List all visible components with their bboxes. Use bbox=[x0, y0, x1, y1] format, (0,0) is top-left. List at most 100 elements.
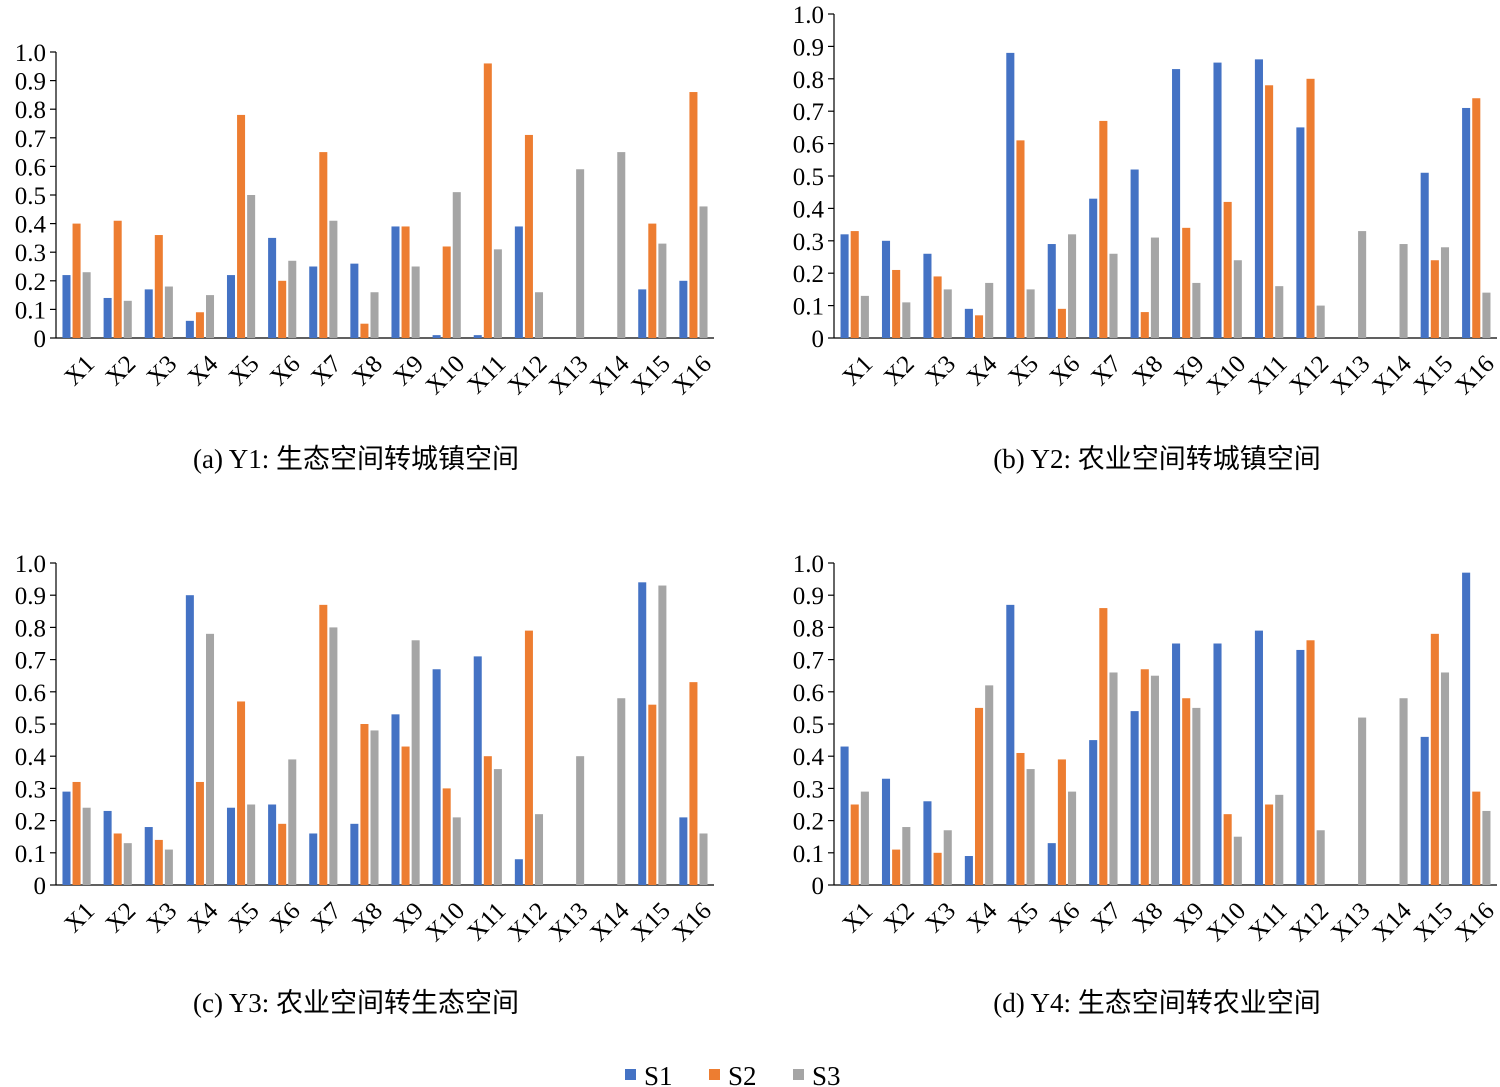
chart-panel-d: 00.10.20.30.40.50.60.70.80.91.0X1 X2 X3 X4 X… bbox=[793, 551, 1500, 947]
bar-s2-x11 bbox=[483, 756, 492, 885]
bar-s1-x2 bbox=[881, 240, 891, 338]
bar-s2-x8 bbox=[1140, 312, 1149, 338]
bar-s3-x4 bbox=[985, 685, 994, 885]
bar-s2-x6 bbox=[1057, 308, 1066, 338]
bar-s2-x1 bbox=[72, 781, 81, 885]
x-tick-label: X16 bbox=[1450, 897, 1500, 947]
legend-swatch-s1 bbox=[625, 1069, 636, 1080]
bar-s3-x10 bbox=[452, 817, 461, 885]
x-tick-label: X10 bbox=[1202, 350, 1252, 400]
x-tick-label: X1 bbox=[838, 350, 879, 391]
bar-s3-x16 bbox=[1482, 810, 1491, 885]
bar-s2-x9 bbox=[401, 746, 410, 885]
caption-c: (c) Y3: 农业空间转生态空间 bbox=[193, 988, 519, 1018]
y-tick-label: 0.6 bbox=[793, 132, 824, 159]
bar-s1-x15 bbox=[1420, 172, 1429, 338]
x-tick-label: X4 bbox=[962, 897, 1003, 938]
bar-s2-x1 bbox=[850, 231, 859, 338]
bar-s3-x16 bbox=[1482, 292, 1491, 338]
y-tick-label: 0.1 bbox=[15, 297, 46, 324]
bar-s3-x3 bbox=[164, 849, 173, 885]
bar-s2-x1 bbox=[850, 804, 859, 885]
bar-s2-x6 bbox=[1057, 759, 1066, 885]
x-tick-label: X14 bbox=[1367, 350, 1417, 400]
bar-s2-x15 bbox=[648, 704, 657, 885]
bar-s2-x10 bbox=[1223, 814, 1232, 885]
bar-s2-x16 bbox=[1472, 98, 1481, 339]
x-tick-label: X15 bbox=[626, 897, 676, 947]
bar-s2-x1 bbox=[72, 223, 81, 338]
bar-s1-x5 bbox=[226, 807, 235, 885]
bar-s2-x5 bbox=[237, 701, 246, 885]
bar-s3-x8 bbox=[370, 730, 379, 885]
bar-s2-x8 bbox=[360, 323, 369, 338]
x-tick-label: X7 bbox=[1086, 897, 1127, 938]
bar-s2-x9 bbox=[401, 226, 410, 338]
bar-s3-x9 bbox=[411, 266, 420, 338]
x-tick-label: X13 bbox=[1326, 350, 1376, 400]
bar-s1-x15 bbox=[638, 582, 647, 885]
bar-s3-x11 bbox=[493, 249, 502, 338]
y-tick-label: 0.7 bbox=[15, 648, 46, 675]
bar-s2-x7 bbox=[1099, 120, 1108, 338]
y-tick-label: 1.0 bbox=[15, 551, 46, 578]
x-tick-label: X12 bbox=[1284, 350, 1334, 400]
bar-s1-x1 bbox=[62, 791, 71, 885]
x-tick-label: X4 bbox=[962, 350, 1003, 391]
bar-s3-x14 bbox=[1399, 698, 1408, 885]
bar-s3-x15 bbox=[658, 585, 667, 885]
y-tick-label: 1.0 bbox=[793, 2, 824, 29]
x-tick-label: X1 bbox=[838, 897, 879, 938]
x-tick-label: X13 bbox=[1326, 897, 1376, 947]
bar-s2-x4 bbox=[195, 312, 204, 338]
x-tick-label: X1 bbox=[59, 350, 100, 391]
x-tick-label: X11 bbox=[462, 350, 511, 399]
bar-s1-x9 bbox=[391, 226, 400, 338]
y-tick-label: 0.5 bbox=[793, 712, 824, 739]
bar-s3-x7 bbox=[329, 220, 338, 338]
x-tick-label: X16 bbox=[1450, 350, 1500, 400]
bar-s1-x11 bbox=[473, 335, 482, 338]
bar-s3-x9 bbox=[411, 640, 420, 885]
bar-s2-x3 bbox=[154, 839, 163, 885]
chart-panel-b: 00.10.20.30.40.50.60.70.80.91.0X1 X2 X3 X4 X… bbox=[793, 2, 1500, 400]
bar-s2-x5 bbox=[1016, 140, 1025, 338]
bar-s1-x1 bbox=[62, 275, 71, 338]
bar-s3-x2 bbox=[902, 827, 911, 885]
x-tick-label: X11 bbox=[1244, 350, 1293, 399]
legend-label-s2: S2 bbox=[728, 1061, 757, 1087]
x-tick-label: X14 bbox=[585, 897, 635, 947]
legend-swatch-s3 bbox=[793, 1069, 804, 1080]
bar-s3-x16 bbox=[699, 206, 708, 338]
bar-s3-x14 bbox=[1399, 244, 1408, 338]
bar-s1-x3 bbox=[923, 253, 932, 338]
y-tick-label: 0.2 bbox=[15, 269, 46, 296]
bar-s3-x2 bbox=[123, 300, 132, 338]
bar-s1-x9 bbox=[391, 714, 400, 885]
bar-s1-x12 bbox=[514, 226, 523, 338]
bar-s1-x5 bbox=[1006, 52, 1015, 338]
y-tick-label: 0.7 bbox=[15, 126, 46, 153]
bar-s2-x15 bbox=[1430, 633, 1439, 885]
x-tick-label: X6 bbox=[265, 350, 306, 391]
x-tick-label: X1 bbox=[59, 897, 100, 938]
bar-s1-x11 bbox=[1254, 59, 1263, 339]
bar-s2-x11 bbox=[1265, 804, 1274, 885]
x-tick-label: X13 bbox=[544, 897, 594, 947]
y-tick-label: 0.9 bbox=[793, 583, 824, 610]
bar-s2-x7 bbox=[319, 152, 328, 338]
bar-s2-x2 bbox=[113, 220, 122, 338]
x-tick-label: X3 bbox=[142, 350, 183, 391]
y-tick-label: 1.0 bbox=[793, 551, 824, 578]
bar-s3-x8 bbox=[1150, 237, 1159, 338]
y-tick-label: 0 bbox=[812, 873, 825, 900]
bar-s3-x6 bbox=[1068, 791, 1077, 885]
x-tick-label: X15 bbox=[1409, 350, 1459, 400]
bar-s3-x7 bbox=[1109, 672, 1118, 885]
bar-s3-x3 bbox=[164, 286, 173, 338]
bar-s3-x13 bbox=[576, 169, 585, 338]
bar-s3-x11 bbox=[1275, 286, 1284, 338]
y-tick-label: 0.8 bbox=[793, 67, 824, 94]
bar-s2-x6 bbox=[278, 280, 287, 338]
